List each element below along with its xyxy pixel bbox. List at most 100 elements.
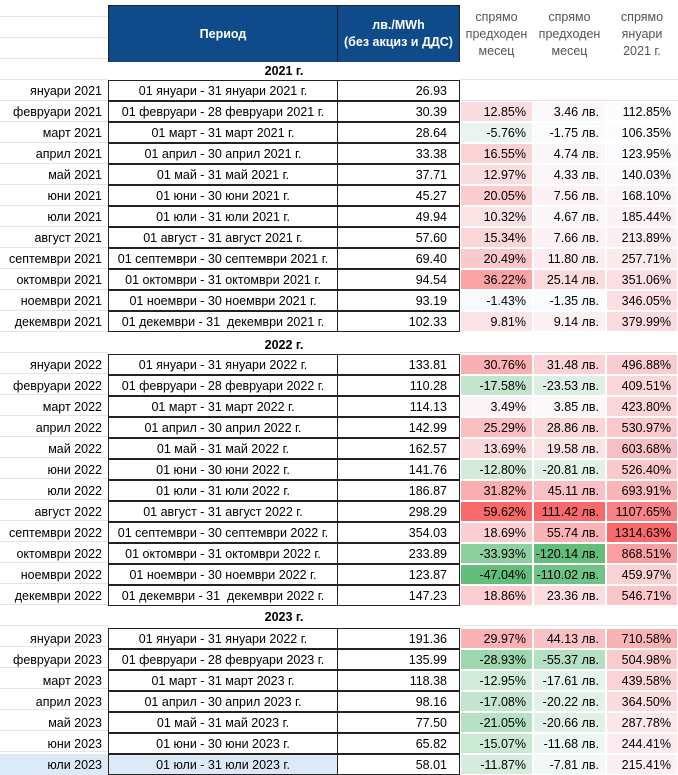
row-label: ноември 2022 — [20, 567, 102, 582]
change-jan: 112.85% — [606, 101, 678, 122]
price: 77.50 — [337, 712, 460, 733]
row-label: август 2021 — [34, 230, 102, 245]
period: 01 август - 31 август 2021 г. — [108, 227, 338, 248]
row-label: май 2021 — [48, 167, 102, 182]
period: 01 април - 30 април 2021 г. — [108, 143, 338, 164]
change-month-pct: -28.93% — [460, 649, 533, 670]
row-label: юни 2022 — [47, 462, 102, 477]
row-label: декември 2021 — [14, 314, 102, 329]
change-month-pct: -5.76% — [460, 122, 533, 143]
change-month-pct: 15.34% — [460, 227, 533, 248]
change-month-pct: -12.95% — [460, 670, 533, 691]
period: 01 март - 31 март 2022 г. — [108, 396, 338, 417]
change-jan: 439.58% — [606, 670, 678, 691]
change-month-abs: 55.74 лв. — [533, 522, 606, 543]
price: 28.64 — [337, 122, 460, 143]
change-jan: 244.41% — [606, 733, 678, 754]
row-label: март 2023 — [42, 673, 102, 688]
change-month-pct: 30.76% — [460, 354, 533, 375]
period: 01 ноември - 30 ноември 2022 г. — [108, 564, 338, 585]
price: 49.94 — [337, 206, 460, 227]
change-month-abs: -20.22 лв. — [533, 691, 606, 712]
change-month-pct: 10.32% — [460, 206, 533, 227]
change-month-pct: -21.05% — [460, 712, 533, 733]
row-label: август 2022 — [34, 504, 102, 519]
price: 37.71 — [337, 164, 460, 185]
change-month-abs: 4.33 лв. — [533, 164, 606, 185]
change-month-pct: 16.55% — [460, 143, 533, 164]
change-month-pct: -17.08% — [460, 691, 533, 712]
change-month-abs: 19.58 лв. — [533, 438, 606, 459]
change-month-abs: 25.14 лв. — [533, 269, 606, 290]
change-jan: 409.51% — [606, 375, 678, 396]
change-month-abs: -17.61 лв. — [533, 670, 606, 691]
change-month-abs: 9.14 лв. — [533, 311, 606, 332]
change-month-abs: -23.53 лв. — [533, 375, 606, 396]
price: 65.82 — [337, 733, 460, 754]
period: 01 юни - 30 юни 2021 г. — [108, 185, 338, 206]
change-month-pct: 18.69% — [460, 522, 533, 543]
period: 01 юни - 30 юни 2023 г. — [108, 733, 338, 754]
period: 01 февруари - 28 февруари 2021 г. — [108, 101, 338, 122]
period: 01 януари - 31 януари 2021 г. — [108, 80, 338, 101]
change-month-pct: 29.97% — [460, 628, 533, 649]
change-jan: 168.10% — [606, 185, 678, 206]
row-label: януари 2022 — [30, 357, 102, 372]
change-jan: 379.99% — [606, 311, 678, 332]
change-month-abs: -1.75 лв. — [533, 122, 606, 143]
price: 186.87 — [337, 480, 460, 501]
change-month-abs: -120.14 лв. — [533, 543, 606, 564]
change-month-abs: -20.81 лв. — [533, 459, 606, 480]
price: 45.27 — [337, 185, 460, 206]
change-month-pct: 12.85% — [460, 101, 533, 122]
price: 110.28 — [337, 375, 460, 396]
change-month-pct: 25.29% — [460, 417, 533, 438]
row-label: октомври 2021 — [16, 272, 102, 287]
change-jan: 140.03% — [606, 164, 678, 185]
change-month-pct: 20.05% — [460, 185, 533, 206]
change-jan: 257.71% — [606, 248, 678, 269]
row-label: ноември 2021 — [20, 293, 102, 308]
price: 298.29 — [337, 501, 460, 522]
change-month-abs: 4.67 лв. — [533, 206, 606, 227]
price: 191.36 — [337, 628, 460, 649]
period: 01 септември - 30 септември 2021 г. — [108, 248, 338, 269]
price: 354.03 — [337, 522, 460, 543]
row-label: април 2023 — [35, 694, 102, 709]
header-period: Период — [108, 5, 338, 63]
row-label: юли 2021 — [47, 209, 102, 224]
header-month-abs: спрямо предходен месец — [533, 5, 606, 63]
change-month-pct: -15.07% — [460, 733, 533, 754]
change-month-abs: 111.42 лв. — [533, 501, 606, 522]
row-label: юни 2023 — [47, 736, 102, 751]
change-jan: 1107.65% — [606, 501, 678, 522]
row-label: февруари 2021 — [13, 104, 102, 119]
price: 58.01 — [337, 754, 460, 775]
change-jan: 215.41% — [606, 754, 678, 775]
change-month-abs: -7.81 лв. — [533, 754, 606, 775]
change-month-pct: 31.82% — [460, 480, 533, 501]
period: 01 декември - 31 декември 2021 г. — [108, 311, 338, 332]
change-month-abs: 45.11 лв. — [533, 480, 606, 501]
header-month-pct: спрямо предходен месец — [460, 5, 533, 63]
price: 142.99 — [337, 417, 460, 438]
change-month-abs: 7.56 лв. — [533, 185, 606, 206]
price: 94.54 — [337, 269, 460, 290]
change-jan: 693.91% — [606, 480, 678, 501]
change-month-abs: 4.74 лв. — [533, 143, 606, 164]
change-jan: 868.51% — [606, 543, 678, 564]
row-label: май 2023 — [48, 715, 102, 730]
period: 01 май - 31 май 2023 г. — [108, 712, 338, 733]
price: 114.13 — [337, 396, 460, 417]
period: 01 октомври - 31 октомври 2022 г. — [108, 543, 338, 564]
change-month-pct: 12.97% — [460, 164, 533, 185]
header-price: лв./MWh (без акциз и ДДС) — [337, 5, 460, 63]
change-month-pct: -17.58% — [460, 375, 533, 396]
change-month-pct: 13.69% — [460, 438, 533, 459]
row-label: февруари 2022 — [13, 378, 102, 393]
change-month-pct: 20.49% — [460, 248, 533, 269]
period: 01 февруари - 28 февруари 2023 г. — [108, 649, 338, 670]
period: 01 ноември - 30 ноември 2021 г. — [108, 290, 338, 311]
change-jan: 603.68% — [606, 438, 678, 459]
